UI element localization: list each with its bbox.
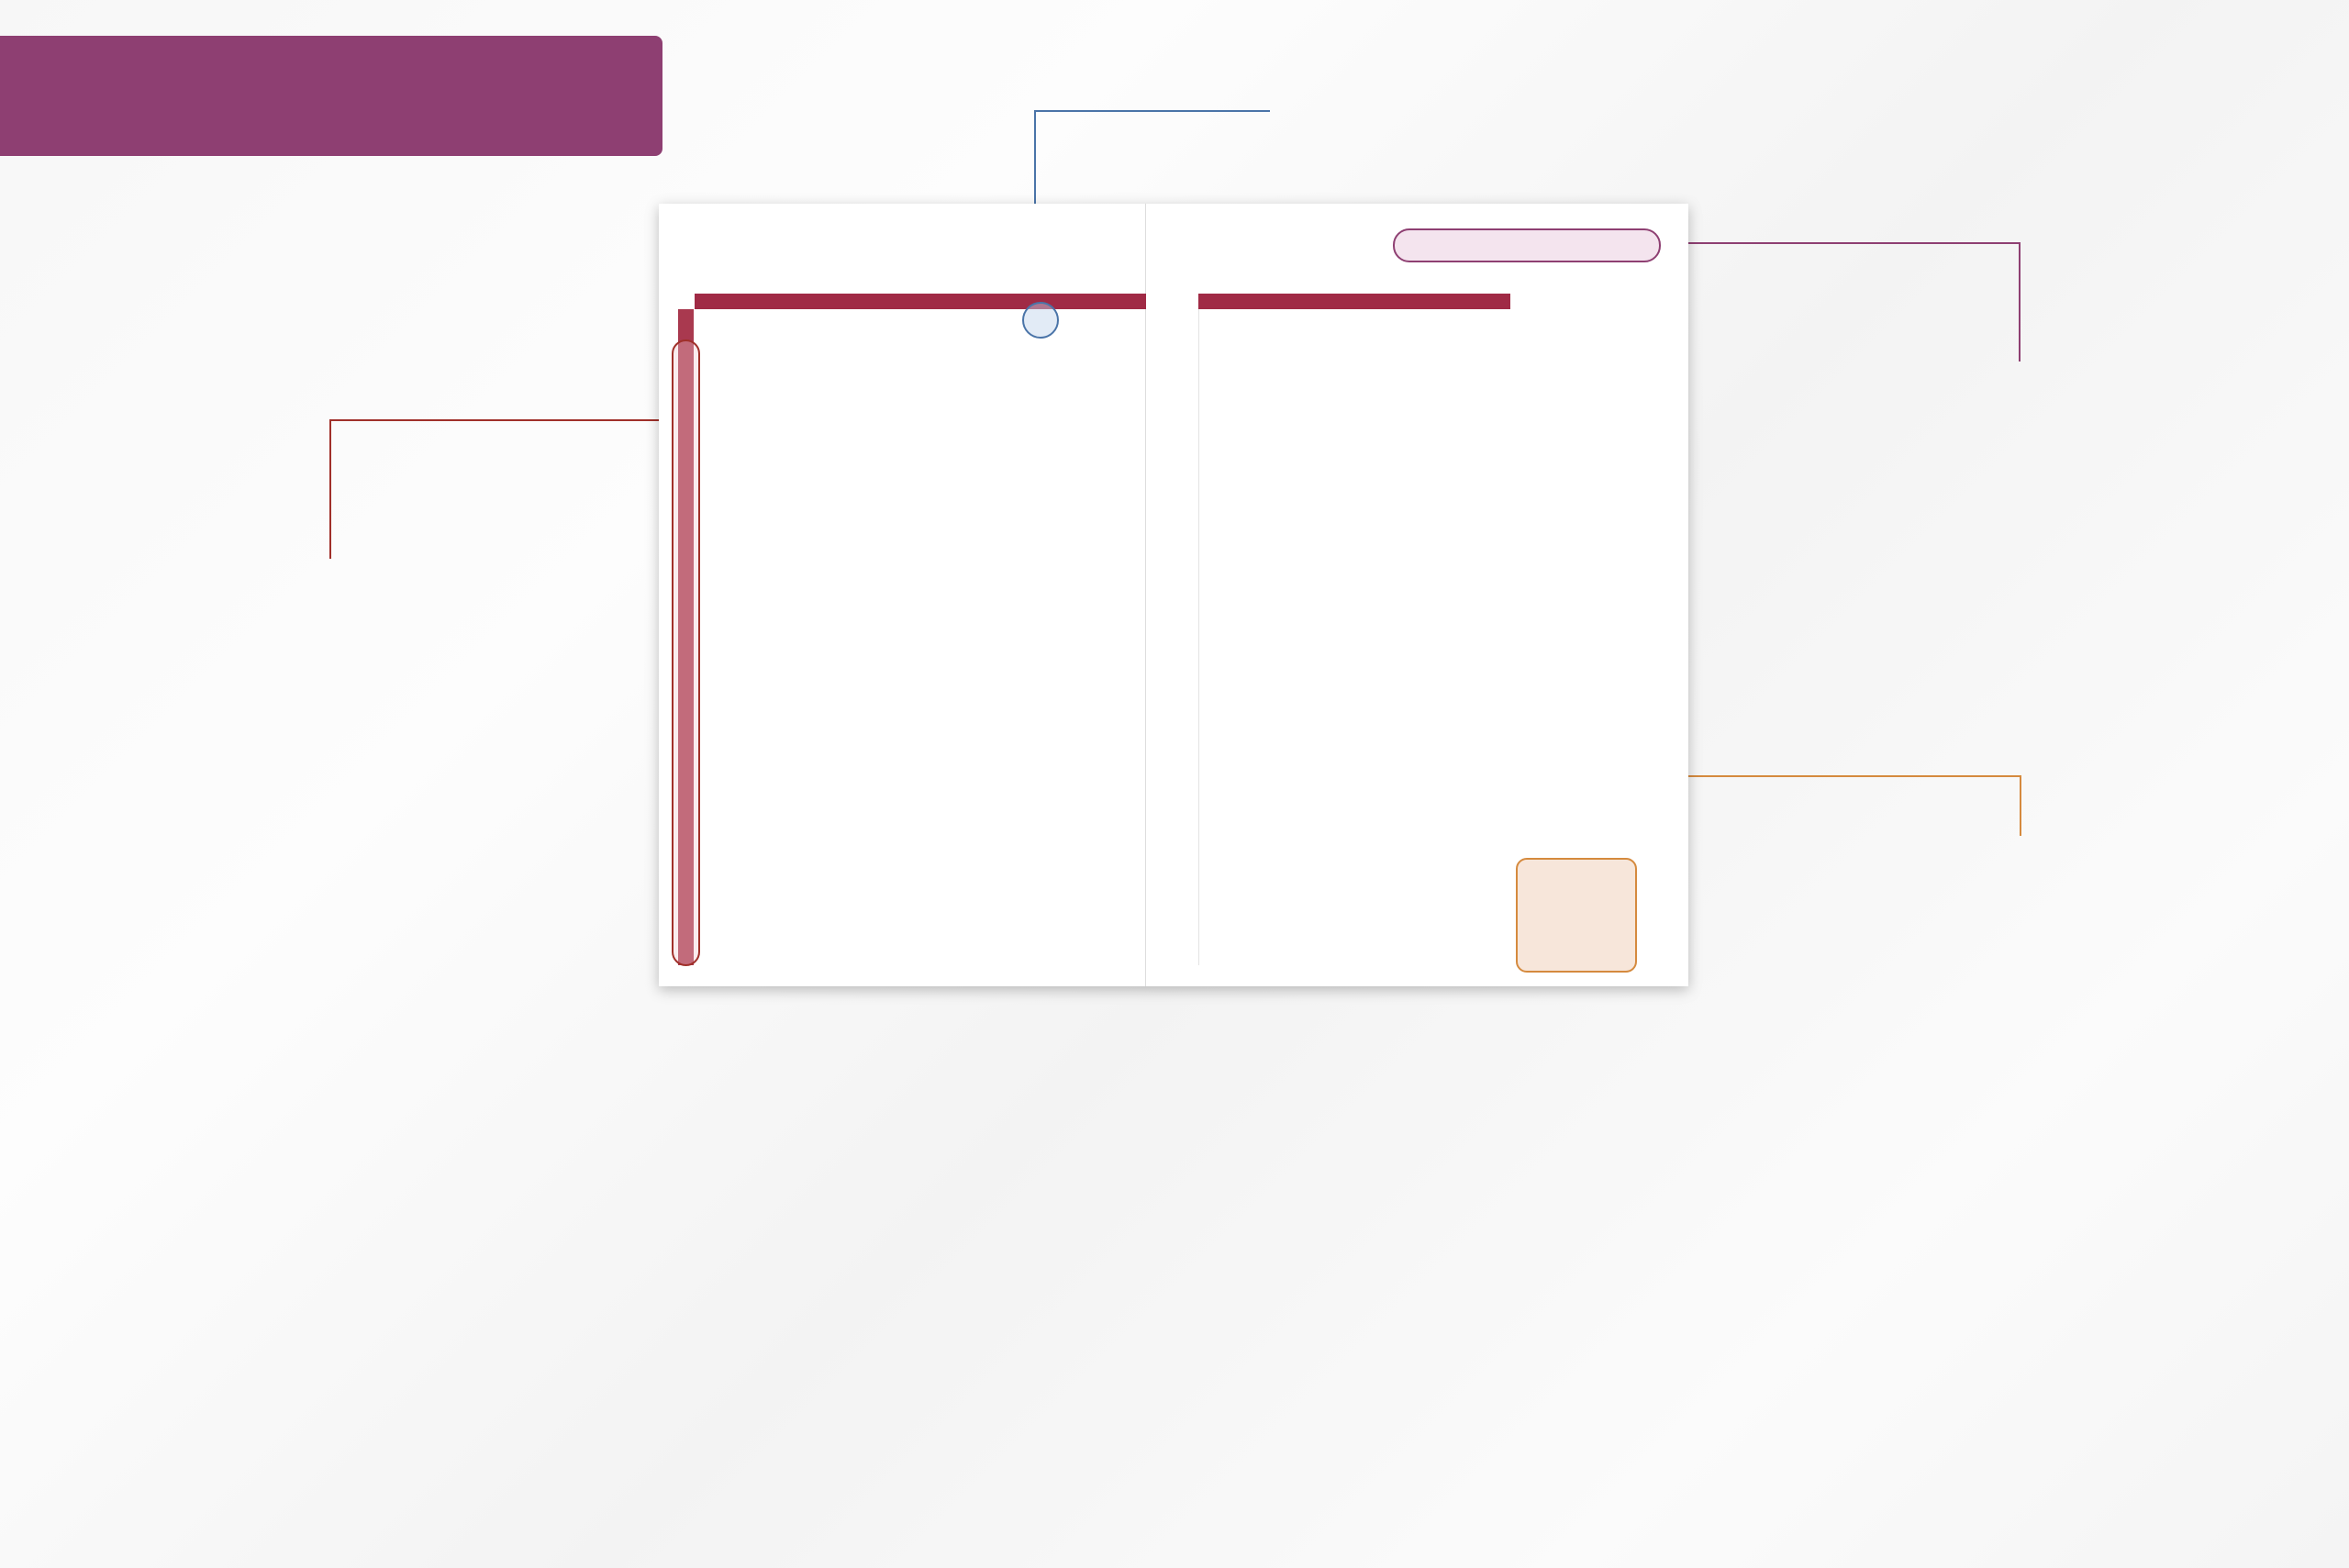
calendar-grid-left — [710, 309, 1146, 965]
left-page — [662, 204, 1146, 986]
tabs-callout-line-v — [2019, 242, 2021, 361]
week-day-tabs — [1174, 207, 1668, 226]
weekday-header-right — [1198, 294, 1510, 309]
daily-callout-line-h — [1034, 110, 1270, 112]
calendar-grid-right — [1198, 309, 1510, 965]
notes-label — [1519, 294, 1638, 309]
notes-column — [1519, 294, 1638, 309]
category-tabs — [670, 207, 1138, 226]
right-page — [1174, 204, 1668, 986]
weekly-callout-line-v — [329, 419, 331, 559]
next-month-callout-line-v2 — [2020, 775, 2021, 836]
next-month-mini-calendar — [1516, 858, 1637, 973]
weekly-link-highlight — [672, 339, 700, 966]
planner-spread — [659, 204, 1688, 986]
week-links — [678, 309, 694, 965]
next-month-callout-line-h — [1590, 775, 2021, 777]
tabs-callout-line-h — [1672, 242, 2021, 244]
weekly-callout-line-h — [329, 419, 692, 421]
daily-link-highlight — [1022, 302, 1059, 339]
title-banner — [0, 36, 662, 156]
weekday-header-left — [695, 294, 1146, 309]
spiral-binding — [1146, 231, 1174, 974]
monthly-pages-nav — [1393, 228, 1661, 262]
